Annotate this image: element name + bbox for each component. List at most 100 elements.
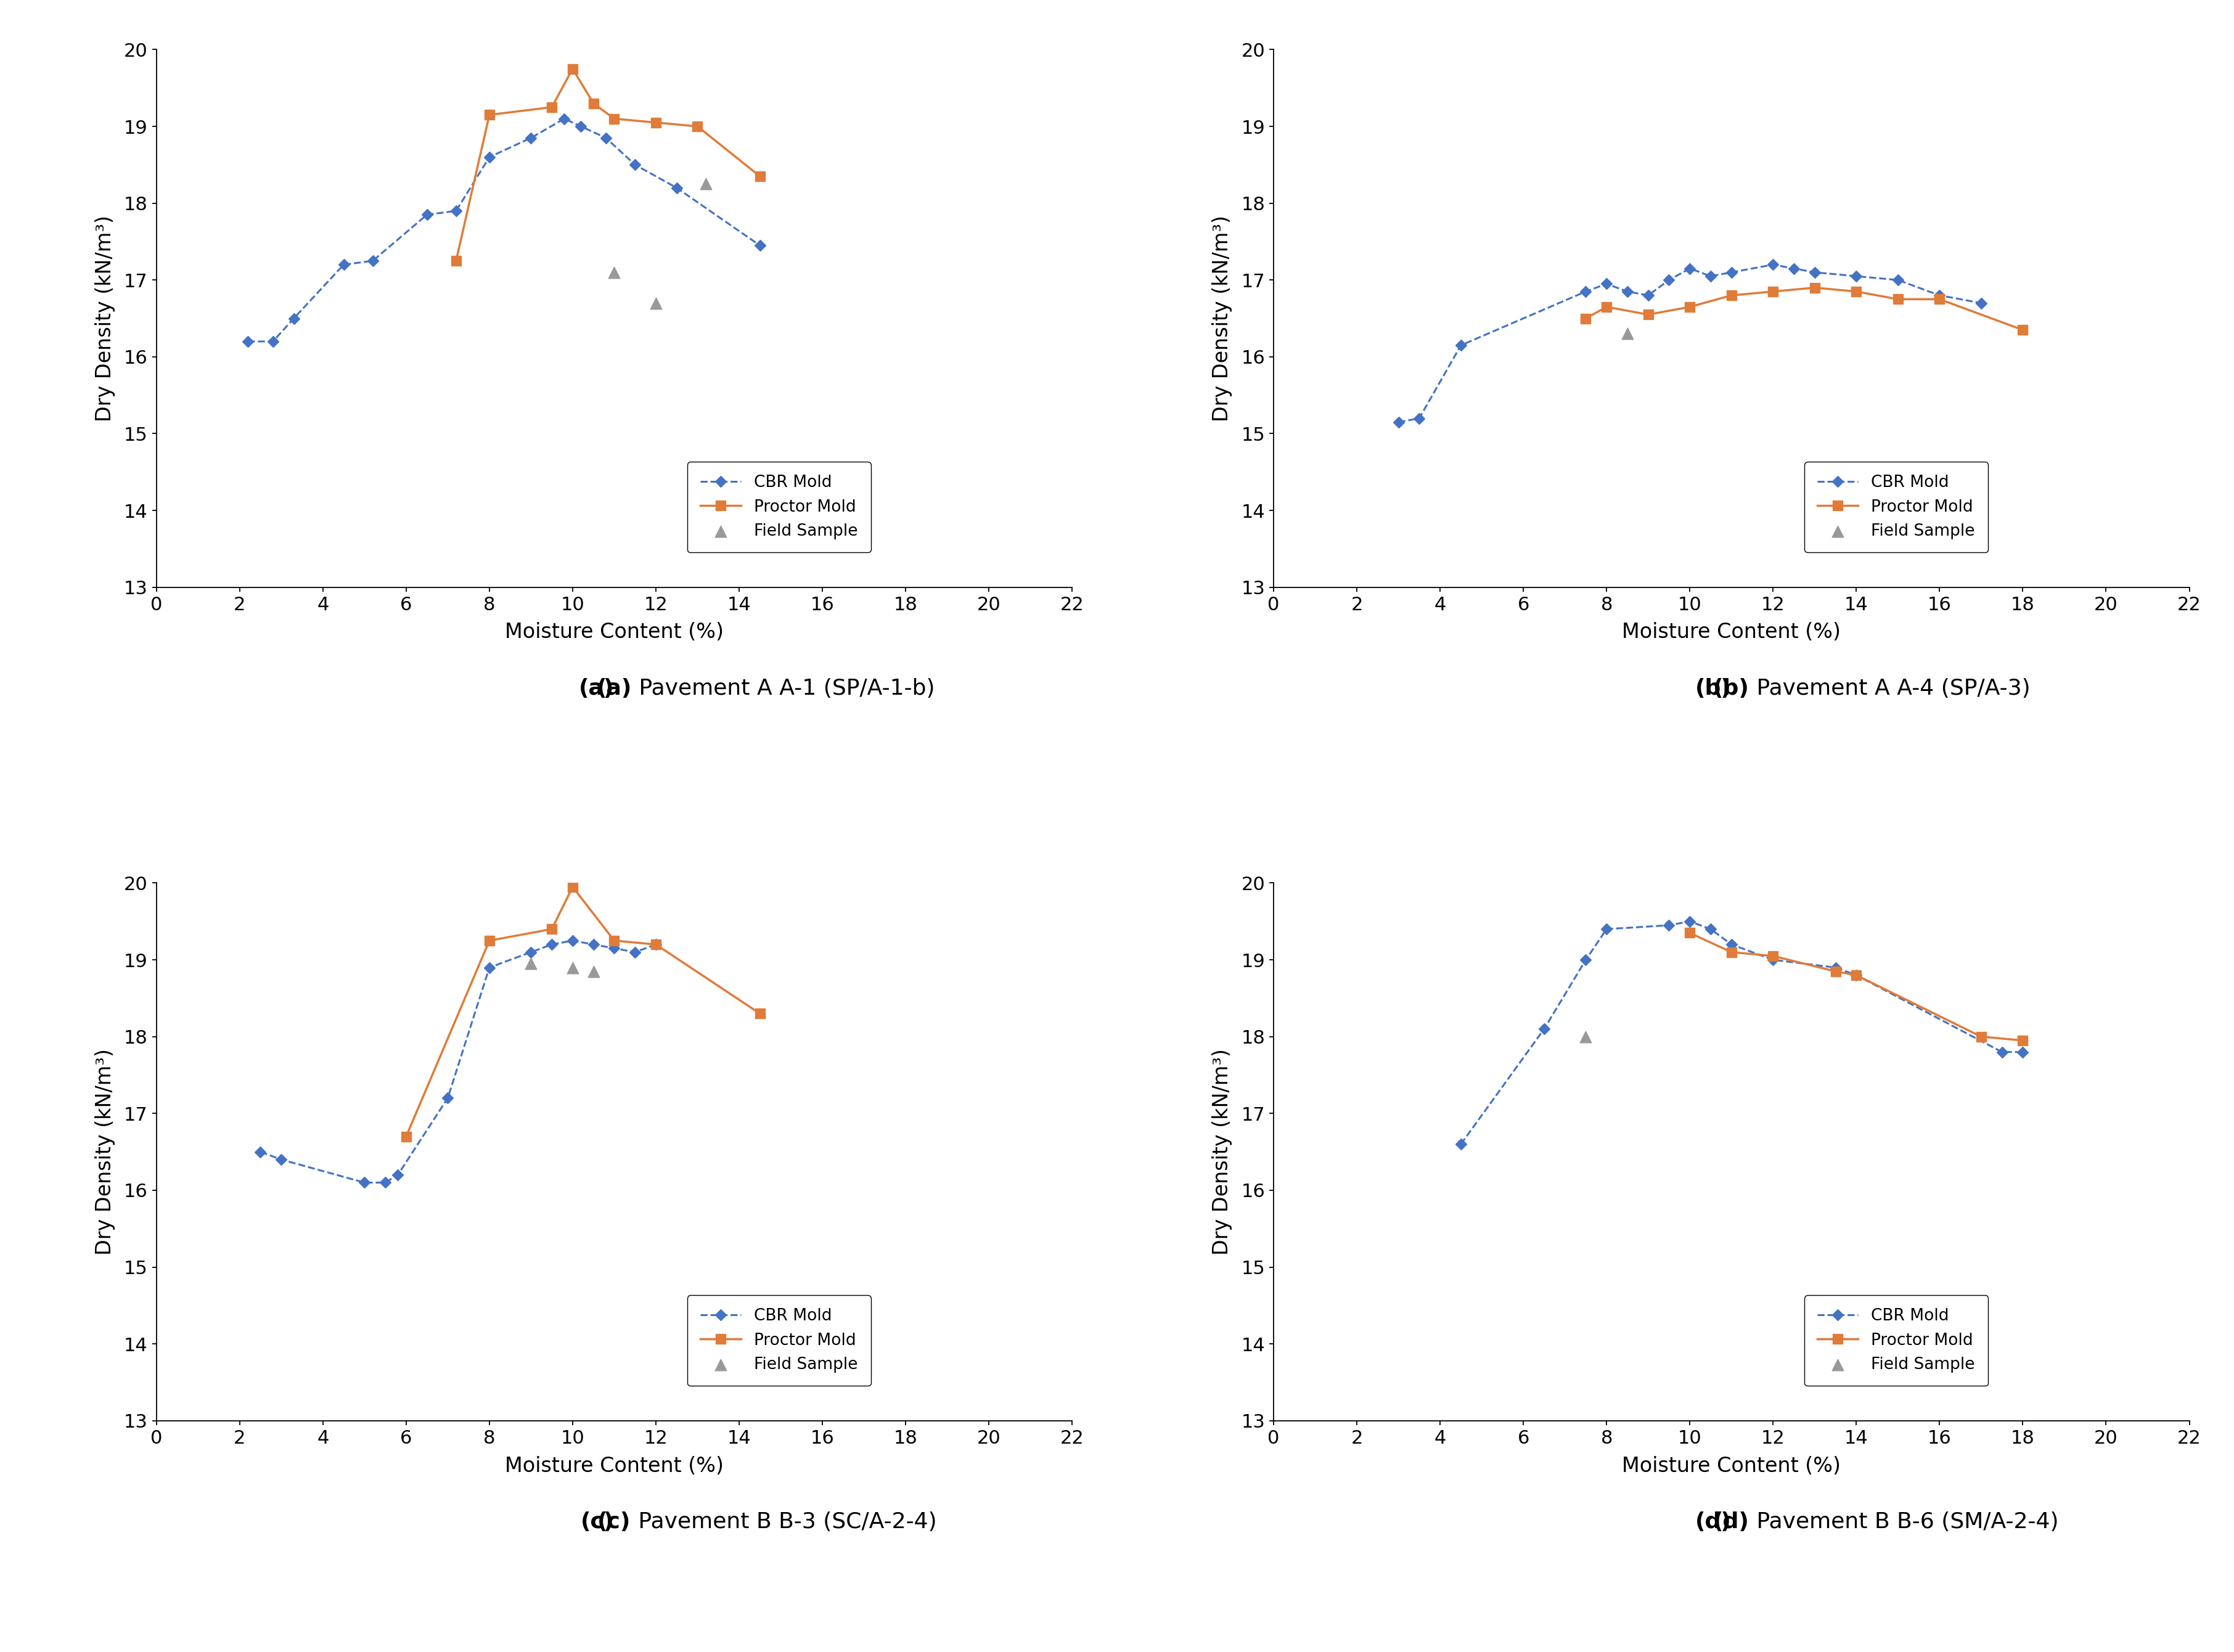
X-axis label: Moisture Content (%): Moisture Content (%) bbox=[1622, 623, 1841, 643]
Field Sample bbox=[688, 170, 724, 197]
Text: Pavement B B-6 (SM/A-2-4): Pavement B B-6 (SM/A-2-4) bbox=[1749, 1512, 2060, 1533]
Line: Proctor Mold: Proctor Mold bbox=[402, 882, 764, 1142]
Legend: CBR Mold, Proctor Mold, Field Sample: CBR Mold, Proctor Mold, Field Sample bbox=[1805, 463, 1988, 552]
Text: (c): (c) bbox=[596, 1512, 630, 1533]
Text: Pavement A A-4 (SP/A-3): Pavement A A-4 (SP/A-3) bbox=[1749, 677, 2031, 699]
CBR Mold bbox=[1448, 1135, 1474, 1155]
CBR Mold bbox=[1676, 912, 1702, 932]
Proctor Mold bbox=[601, 109, 628, 129]
Field Sample bbox=[576, 958, 612, 985]
Line: CBR Mold: CBR Mold bbox=[1457, 917, 2026, 1148]
CBR Mold bbox=[1698, 919, 1725, 938]
X-axis label: Moisture Content (%): Moisture Content (%) bbox=[505, 1455, 724, 1475]
CBR Mold bbox=[1801, 263, 1827, 282]
CBR Mold bbox=[1613, 281, 1640, 301]
Proctor Mold bbox=[476, 930, 503, 950]
Proctor Mold bbox=[1593, 297, 1620, 317]
CBR Mold bbox=[1655, 269, 1682, 289]
Proctor Mold bbox=[1885, 289, 1912, 309]
CBR Mold bbox=[1698, 266, 1725, 286]
CBR Mold bbox=[360, 251, 386, 271]
Y-axis label: Dry Density (kN/m³): Dry Density (kN/m³) bbox=[96, 1049, 116, 1256]
Proctor Mold bbox=[684, 116, 710, 135]
Proctor Mold bbox=[1760, 281, 1787, 301]
CBR Mold bbox=[558, 930, 585, 950]
CBR Mold bbox=[1843, 266, 1870, 286]
Proctor Mold bbox=[643, 935, 670, 955]
CBR Mold bbox=[1530, 1019, 1557, 1039]
Y-axis label: Dry Density (kN/m³): Dry Density (kN/m³) bbox=[1213, 215, 1233, 421]
Line: CBR Mold: CBR Mold bbox=[257, 937, 659, 1186]
Proctor Mold bbox=[558, 877, 585, 897]
CBR Mold bbox=[2008, 1042, 2035, 1062]
Proctor Mold bbox=[1801, 278, 1827, 297]
Proctor Mold bbox=[1760, 947, 1787, 966]
Text: Pavement B B-3 (SC/A-2-4): Pavement B B-3 (SC/A-2-4) bbox=[630, 1512, 936, 1533]
CBR Mold bbox=[1593, 919, 1620, 938]
CBR Mold bbox=[643, 935, 670, 955]
Proctor Mold bbox=[1718, 286, 1745, 306]
CBR Mold bbox=[663, 178, 690, 198]
Line: CBR Mold: CBR Mold bbox=[244, 116, 764, 345]
CBR Mold bbox=[476, 958, 503, 978]
CBR Mold bbox=[1988, 1042, 2015, 1062]
CBR Mold bbox=[476, 147, 503, 167]
CBR Mold bbox=[567, 116, 594, 135]
Text: (b): (b) bbox=[1696, 677, 1731, 699]
CBR Mold bbox=[351, 1173, 378, 1193]
CBR Mold bbox=[248, 1142, 275, 1161]
Line: Proctor Mold: Proctor Mold bbox=[451, 64, 764, 266]
CBR Mold bbox=[1843, 965, 1870, 985]
Proctor Mold bbox=[442, 251, 469, 271]
CBR Mold bbox=[1760, 254, 1787, 274]
Proctor Mold bbox=[1676, 923, 1702, 943]
CBR Mold bbox=[235, 332, 261, 352]
CBR Mold bbox=[621, 155, 648, 175]
CBR Mold bbox=[433, 1089, 460, 1108]
Field Sample bbox=[639, 289, 675, 316]
CBR Mold bbox=[1780, 259, 1807, 279]
CBR Mold bbox=[1718, 263, 1745, 282]
Field Sample bbox=[596, 259, 632, 286]
Proctor Mold bbox=[1968, 1028, 1995, 1047]
Line: Proctor Mold: Proctor Mold bbox=[1582, 282, 2028, 335]
CBR Mold bbox=[518, 127, 545, 147]
CBR Mold bbox=[621, 942, 648, 961]
CBR Mold bbox=[331, 254, 357, 274]
CBR Mold bbox=[746, 236, 773, 256]
Proctor Mold bbox=[558, 59, 585, 79]
CBR Mold bbox=[1573, 281, 1600, 301]
Proctor Mold bbox=[746, 1004, 773, 1024]
CBR Mold bbox=[1718, 935, 1745, 955]
Proctor Mold bbox=[1676, 297, 1702, 317]
Legend: CBR Mold, Proctor Mold, Field Sample: CBR Mold, Proctor Mold, Field Sample bbox=[1805, 1295, 1988, 1386]
CBR Mold bbox=[1926, 286, 1953, 306]
X-axis label: Moisture Content (%): Moisture Content (%) bbox=[505, 623, 724, 643]
Field Sample bbox=[1608, 320, 1644, 347]
CBR Mold bbox=[552, 109, 579, 129]
CBR Mold bbox=[1448, 335, 1474, 355]
Proctor Mold bbox=[1926, 289, 1953, 309]
CBR Mold bbox=[442, 202, 469, 221]
CBR Mold bbox=[1405, 408, 1432, 428]
Proctor Mold bbox=[393, 1127, 420, 1146]
Proctor Mold bbox=[538, 919, 565, 938]
CBR Mold bbox=[1823, 958, 1850, 978]
Proctor Mold bbox=[643, 112, 670, 132]
Text: Pavement A A-1 (SP/A-1-b): Pavement A A-1 (SP/A-1-b) bbox=[632, 677, 934, 699]
Proctor Mold bbox=[476, 106, 503, 126]
CBR Mold bbox=[1968, 292, 1995, 312]
Y-axis label: Dry Density (kN/m³): Dry Density (kN/m³) bbox=[1213, 1049, 1233, 1256]
CBR Mold bbox=[1885, 269, 1912, 289]
CBR Mold bbox=[1385, 413, 1412, 433]
CBR Mold bbox=[1676, 259, 1702, 279]
X-axis label: Moisture Content (%): Moisture Content (%) bbox=[1622, 1455, 1841, 1475]
Proctor Mold bbox=[746, 167, 773, 187]
CBR Mold bbox=[259, 332, 286, 352]
Field Sample bbox=[514, 950, 550, 976]
Proctor Mold bbox=[2008, 1031, 2035, 1051]
Line: CBR Mold: CBR Mold bbox=[1394, 261, 1986, 426]
Text: (c): (c) bbox=[581, 1512, 614, 1533]
CBR Mold bbox=[1760, 950, 1787, 970]
Y-axis label: Dry Density (kN/m³): Dry Density (kN/m³) bbox=[96, 215, 116, 421]
